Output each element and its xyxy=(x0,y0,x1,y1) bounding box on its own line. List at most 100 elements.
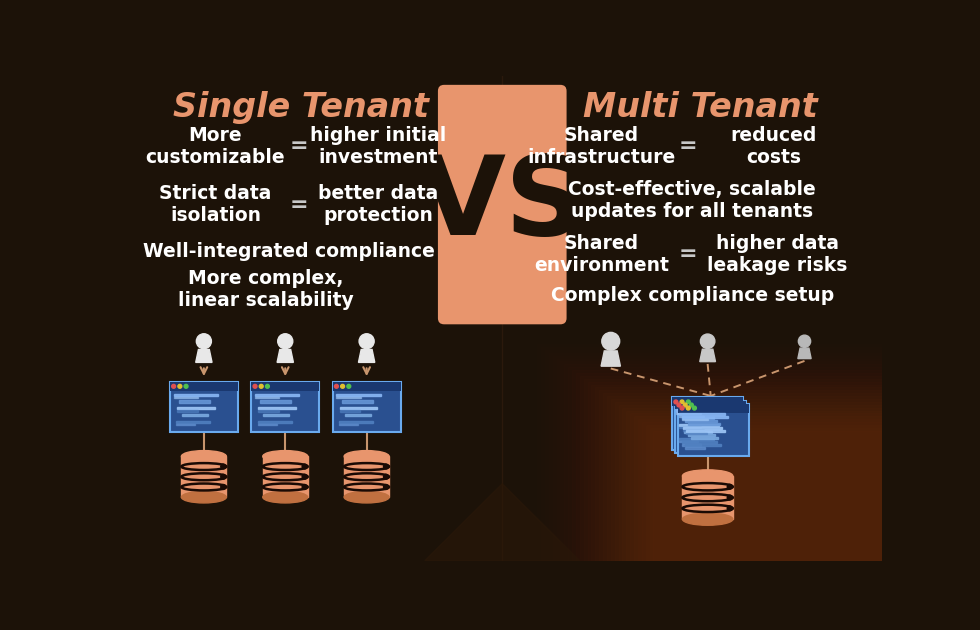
Circle shape xyxy=(727,506,732,511)
Bar xyxy=(679,427,701,428)
Bar xyxy=(553,356,882,561)
Ellipse shape xyxy=(181,491,226,503)
Circle shape xyxy=(196,334,212,349)
Bar xyxy=(537,344,882,561)
Text: better data
protection: better data protection xyxy=(318,185,438,226)
Bar xyxy=(686,430,725,432)
Bar xyxy=(685,447,705,449)
Text: More complex,
linear scalability: More complex, linear scalability xyxy=(178,269,354,310)
Bar xyxy=(642,422,882,561)
Circle shape xyxy=(677,403,681,407)
Bar xyxy=(344,456,389,497)
Bar xyxy=(682,416,728,418)
Bar xyxy=(259,407,296,410)
Circle shape xyxy=(680,406,684,410)
Bar xyxy=(517,329,882,561)
Text: Strict data
isolation: Strict data isolation xyxy=(160,185,271,226)
Text: Complex compliance setup: Complex compliance setup xyxy=(551,285,834,304)
FancyBboxPatch shape xyxy=(251,382,319,432)
Polygon shape xyxy=(798,348,811,358)
Bar xyxy=(614,402,882,561)
Bar xyxy=(182,414,208,416)
Bar xyxy=(340,410,361,412)
Bar xyxy=(258,420,292,423)
Bar xyxy=(584,379,882,561)
Ellipse shape xyxy=(682,513,733,525)
FancyBboxPatch shape xyxy=(672,398,743,450)
Circle shape xyxy=(686,406,690,410)
Bar xyxy=(580,376,882,561)
Bar xyxy=(339,423,358,425)
Bar xyxy=(545,350,882,561)
Polygon shape xyxy=(277,350,293,362)
Bar xyxy=(336,394,380,396)
Bar xyxy=(679,413,725,415)
Bar xyxy=(676,410,722,411)
Bar xyxy=(654,431,882,561)
Bar xyxy=(682,419,708,420)
Circle shape xyxy=(383,484,388,490)
Bar xyxy=(685,444,720,446)
Bar xyxy=(682,430,704,432)
Bar xyxy=(173,394,218,396)
Text: =: = xyxy=(290,195,309,215)
Bar xyxy=(263,456,308,497)
Bar xyxy=(622,408,882,561)
Bar xyxy=(181,456,226,497)
Polygon shape xyxy=(196,350,212,362)
Bar xyxy=(177,407,215,410)
Bar xyxy=(179,400,210,403)
Bar xyxy=(525,335,882,561)
Circle shape xyxy=(277,334,293,349)
Bar xyxy=(587,382,882,561)
Bar xyxy=(549,353,882,561)
Bar xyxy=(176,423,195,425)
Bar xyxy=(591,384,882,561)
Bar xyxy=(672,398,743,406)
Ellipse shape xyxy=(181,450,226,462)
Circle shape xyxy=(799,335,810,347)
Bar xyxy=(502,318,882,561)
Circle shape xyxy=(334,384,338,388)
Bar xyxy=(684,431,711,433)
Circle shape xyxy=(220,464,225,469)
Bar xyxy=(682,476,733,519)
Bar xyxy=(506,321,882,561)
Bar xyxy=(336,397,361,398)
Ellipse shape xyxy=(344,450,389,462)
Ellipse shape xyxy=(263,450,308,462)
Polygon shape xyxy=(424,484,580,561)
Bar xyxy=(682,427,721,429)
Bar xyxy=(676,413,702,414)
Text: Shared
environment: Shared environment xyxy=(534,234,669,275)
Bar xyxy=(650,428,882,561)
Bar xyxy=(682,441,717,443)
Text: Single Tenant: Single Tenant xyxy=(172,91,429,125)
Bar xyxy=(688,433,714,436)
Bar xyxy=(638,419,882,561)
Bar xyxy=(173,397,198,398)
Text: =: = xyxy=(679,244,698,264)
Text: reduced
costs: reduced costs xyxy=(730,126,816,167)
Circle shape xyxy=(178,384,181,388)
Text: Multi Tenant: Multi Tenant xyxy=(582,91,817,125)
FancyBboxPatch shape xyxy=(438,85,566,324)
Bar xyxy=(626,411,882,561)
Circle shape xyxy=(266,384,270,388)
Ellipse shape xyxy=(344,491,389,503)
Circle shape xyxy=(689,403,693,407)
Circle shape xyxy=(686,400,690,404)
Bar xyxy=(533,341,882,561)
Circle shape xyxy=(693,406,697,410)
Bar xyxy=(514,327,882,561)
Bar xyxy=(607,396,882,561)
Circle shape xyxy=(359,334,374,349)
Bar xyxy=(675,401,747,410)
FancyBboxPatch shape xyxy=(675,401,747,453)
Circle shape xyxy=(701,334,714,348)
Circle shape xyxy=(383,474,388,479)
Bar xyxy=(572,370,882,561)
Bar xyxy=(686,433,708,435)
Bar xyxy=(682,444,702,445)
Bar xyxy=(521,333,882,561)
